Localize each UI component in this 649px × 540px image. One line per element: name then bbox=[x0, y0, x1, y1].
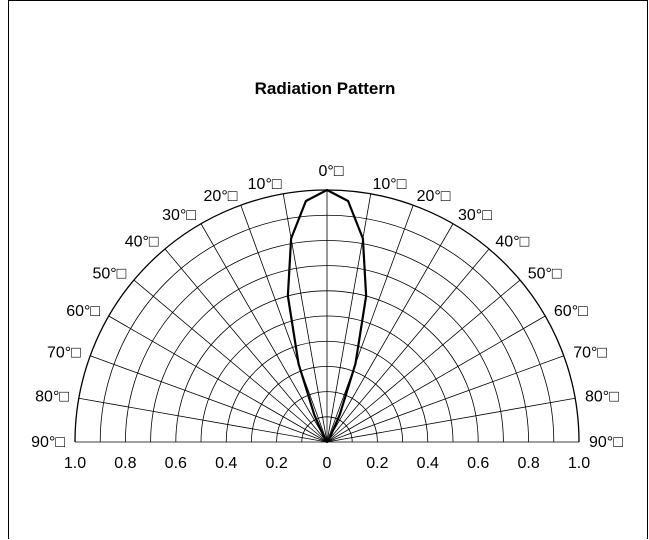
angle-label: 30°□ bbox=[162, 207, 196, 224]
angle-label: 40°□ bbox=[495, 233, 529, 250]
angle-label: 80°□ bbox=[35, 389, 69, 406]
radial-tick-label: 0.8 bbox=[114, 455, 136, 472]
angle-label: 60°□ bbox=[554, 303, 588, 320]
radial-tick-label: 0 bbox=[323, 455, 332, 472]
angle-label: 60°□ bbox=[66, 303, 100, 320]
angle-grid-spoke bbox=[326, 315, 546, 443]
angle-label: 10°□ bbox=[248, 176, 282, 193]
angle-grid-spoke bbox=[326, 397, 576, 443]
radiation-pattern-curve bbox=[286, 188, 368, 444]
angle-grid-spoke bbox=[200, 223, 328, 443]
angle-label-zero: 0°□ bbox=[319, 163, 344, 180]
angle-grid-spoke bbox=[164, 248, 328, 443]
radial-tick-label: 0.2 bbox=[265, 455, 287, 472]
angle-label: 70°□ bbox=[573, 344, 607, 361]
polar-chart: Radiation Pattern 90°□ 80°□ 70°□ 60°□ 50°□ 40… bbox=[31, 79, 623, 472]
radial-tick-label: 0.6 bbox=[165, 455, 187, 472]
angle-label: 90°□ bbox=[589, 434, 623, 451]
angle-label: 40°□ bbox=[125, 233, 159, 250]
angle-grid-spoke bbox=[326, 205, 414, 443]
angle-grid-spoke bbox=[326, 193, 372, 443]
radial-tick-label: 1.0 bbox=[64, 455, 86, 472]
angle-grid-spoke bbox=[326, 248, 490, 443]
angle-grid-spoke bbox=[78, 397, 328, 443]
angle-grid-spoke bbox=[282, 193, 328, 443]
radial-tick-label: 0.2 bbox=[366, 455, 388, 472]
angle-label: 30°□ bbox=[458, 207, 492, 224]
angle-grid-spoke bbox=[326, 223, 454, 443]
angle-label: 20°□ bbox=[417, 188, 451, 205]
angle-grid-spoke bbox=[240, 205, 328, 443]
angle-grid-spoke bbox=[108, 315, 328, 443]
chart-frame: Radiation Pattern 90°□ 80°□ 70°□ 60°□ 50°□ 40… bbox=[8, 0, 648, 539]
angle-label: 80°□ bbox=[585, 389, 619, 406]
angle-labels: 90°□80°□70°□60°□50°□40°□30°□20°□10°□ 10°□… bbox=[31, 163, 623, 451]
pattern-curve-group bbox=[286, 188, 368, 444]
angle-grid-spoke bbox=[90, 355, 328, 443]
angle-grid-spoke bbox=[326, 355, 564, 443]
chart-title: Radiation Pattern bbox=[255, 79, 396, 98]
radial-tick-label: 0.4 bbox=[215, 455, 237, 472]
angle-grid-spoke bbox=[326, 279, 521, 443]
angle-label: 90°□ bbox=[31, 434, 65, 451]
radial-tick-labels: 1.0 0.8 0.6 0.4 0.2 0 0.2 0.4 0.6 0.8 1.0 bbox=[64, 455, 590, 472]
angle-grid-spoke bbox=[133, 279, 328, 443]
angle-label: 20°□ bbox=[204, 188, 238, 205]
radial-tick-label: 0.4 bbox=[417, 455, 439, 472]
radial-tick-label: 0.6 bbox=[467, 455, 489, 472]
angle-label: 50°□ bbox=[528, 266, 562, 283]
angle-label: 70°□ bbox=[47, 344, 81, 361]
radial-tick-label: 1.0 bbox=[568, 455, 590, 472]
polar-grid bbox=[74, 189, 580, 443]
angle-label: 50°□ bbox=[92, 266, 126, 283]
radial-tick-label: 0.8 bbox=[517, 455, 539, 472]
angle-label: 10°□ bbox=[373, 176, 407, 193]
